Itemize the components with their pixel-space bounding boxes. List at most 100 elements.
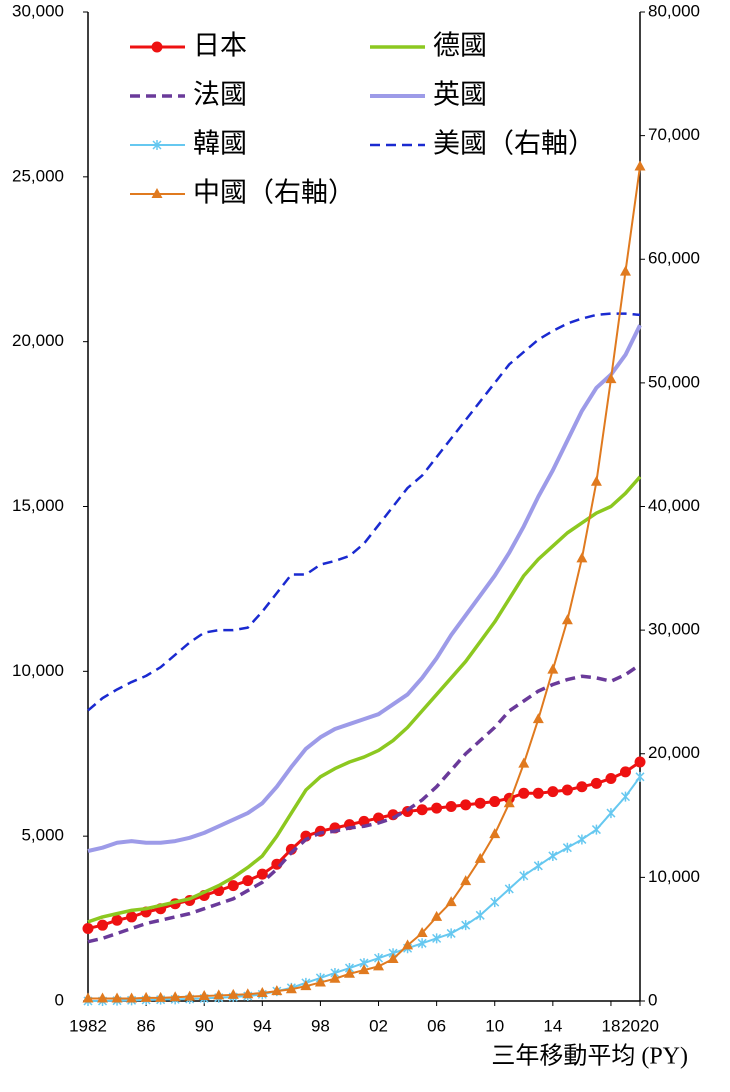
x-tick-label: 1982 <box>69 1016 107 1035</box>
legend-label: 韓國 <box>193 129 247 160</box>
legend-label: 英國 <box>433 80 487 111</box>
data-point <box>503 797 515 808</box>
data-point <box>227 988 239 999</box>
x-tick-label: 02 <box>369 1016 388 1035</box>
data-point <box>561 614 573 625</box>
data-point <box>519 870 529 881</box>
data-point <box>343 967 355 978</box>
data-point <box>169 991 181 1002</box>
data-point <box>97 919 109 931</box>
data-point <box>329 972 341 983</box>
x-axis-label: 三年移動平均 (PY) <box>491 1043 688 1070</box>
legend-label: 中國（右軸） <box>193 178 355 209</box>
legend-label: 法國 <box>193 80 247 111</box>
data-point <box>82 922 94 934</box>
data-point <box>271 985 283 996</box>
series-line <box>87 475 642 924</box>
x-tick-label: 90 <box>195 1016 214 1035</box>
x-tick-label: 10 <box>485 1016 504 1035</box>
data-point <box>417 938 427 949</box>
y2-tick-label: 0 <box>648 990 657 1009</box>
data-point <box>358 964 370 975</box>
data-point <box>460 799 472 811</box>
data-point <box>475 910 485 921</box>
legend-marker <box>151 41 163 53</box>
data-point <box>577 834 587 845</box>
data-point <box>300 980 312 991</box>
data-point <box>256 868 268 880</box>
data-point <box>242 875 254 887</box>
data-point <box>606 808 616 819</box>
y-tick-label: 5,000 <box>21 826 64 845</box>
x-tick-label: 2020 <box>621 1016 659 1035</box>
data-point <box>82 992 94 1003</box>
y2-tick-label: 60,000 <box>648 249 700 268</box>
data-point <box>504 883 514 894</box>
data-point <box>387 952 399 963</box>
legend-marker <box>151 188 163 198</box>
data-point <box>620 791 631 802</box>
data-point <box>155 991 167 1002</box>
data-point <box>562 842 572 853</box>
data-point <box>474 852 486 863</box>
legend-label: 美國（右軸） <box>433 129 595 160</box>
data-point <box>242 988 254 999</box>
data-point <box>126 911 138 923</box>
data-point <box>634 756 646 768</box>
data-point <box>619 265 631 276</box>
data-point <box>576 552 588 563</box>
data-point <box>416 927 428 938</box>
data-point <box>111 914 123 926</box>
y-tick-label: 20,000 <box>12 331 64 350</box>
series-line <box>87 663 641 944</box>
data-point <box>532 787 544 799</box>
data-point <box>445 896 457 907</box>
data-point <box>314 976 326 987</box>
data-point <box>198 990 210 1001</box>
legend-label: 日本 <box>193 31 247 62</box>
data-point <box>285 983 297 994</box>
series-line <box>88 166 641 1000</box>
data-point <box>97 992 109 1003</box>
data-point <box>184 990 196 1001</box>
y-tick-label: 15,000 <box>12 496 64 515</box>
y-tick-label: 10,000 <box>12 661 64 680</box>
y2-tick-label: 40,000 <box>648 496 700 515</box>
data-point <box>605 772 617 784</box>
x-tick-label: 06 <box>427 1016 446 1035</box>
data-point <box>590 777 602 789</box>
data-point <box>431 802 443 814</box>
data-point <box>416 804 428 816</box>
data-point <box>518 787 530 799</box>
data-point <box>432 933 442 944</box>
y2-tick-label: 30,000 <box>648 620 700 639</box>
data-point <box>431 910 443 921</box>
data-point <box>590 475 602 486</box>
x-tick-label: 86 <box>137 1016 156 1035</box>
data-point <box>533 860 543 871</box>
data-point <box>635 771 645 782</box>
y2-tick-label: 10,000 <box>648 867 700 886</box>
y2-tick-label: 70,000 <box>648 125 700 144</box>
data-point <box>373 960 385 971</box>
data-point <box>489 828 501 839</box>
data-point <box>227 880 239 892</box>
x-tick-label: 14 <box>543 1016 562 1035</box>
data-point <box>402 939 414 950</box>
data-point <box>489 796 501 808</box>
data-point <box>547 786 559 798</box>
data-point <box>446 928 456 939</box>
data-point <box>619 766 631 778</box>
data-point <box>547 663 559 674</box>
y2-tick-label: 50,000 <box>648 372 700 391</box>
data-point <box>256 986 268 997</box>
data-point <box>634 160 646 171</box>
data-point <box>140 991 152 1002</box>
y-tick-label: 25,000 <box>12 166 64 185</box>
series-line <box>87 324 642 853</box>
y-tick-label: 30,000 <box>12 1 64 20</box>
x-tick-label: 98 <box>311 1016 330 1035</box>
data-point <box>460 875 472 886</box>
legend-label: 德國 <box>433 31 487 62</box>
data-point <box>111 992 123 1003</box>
